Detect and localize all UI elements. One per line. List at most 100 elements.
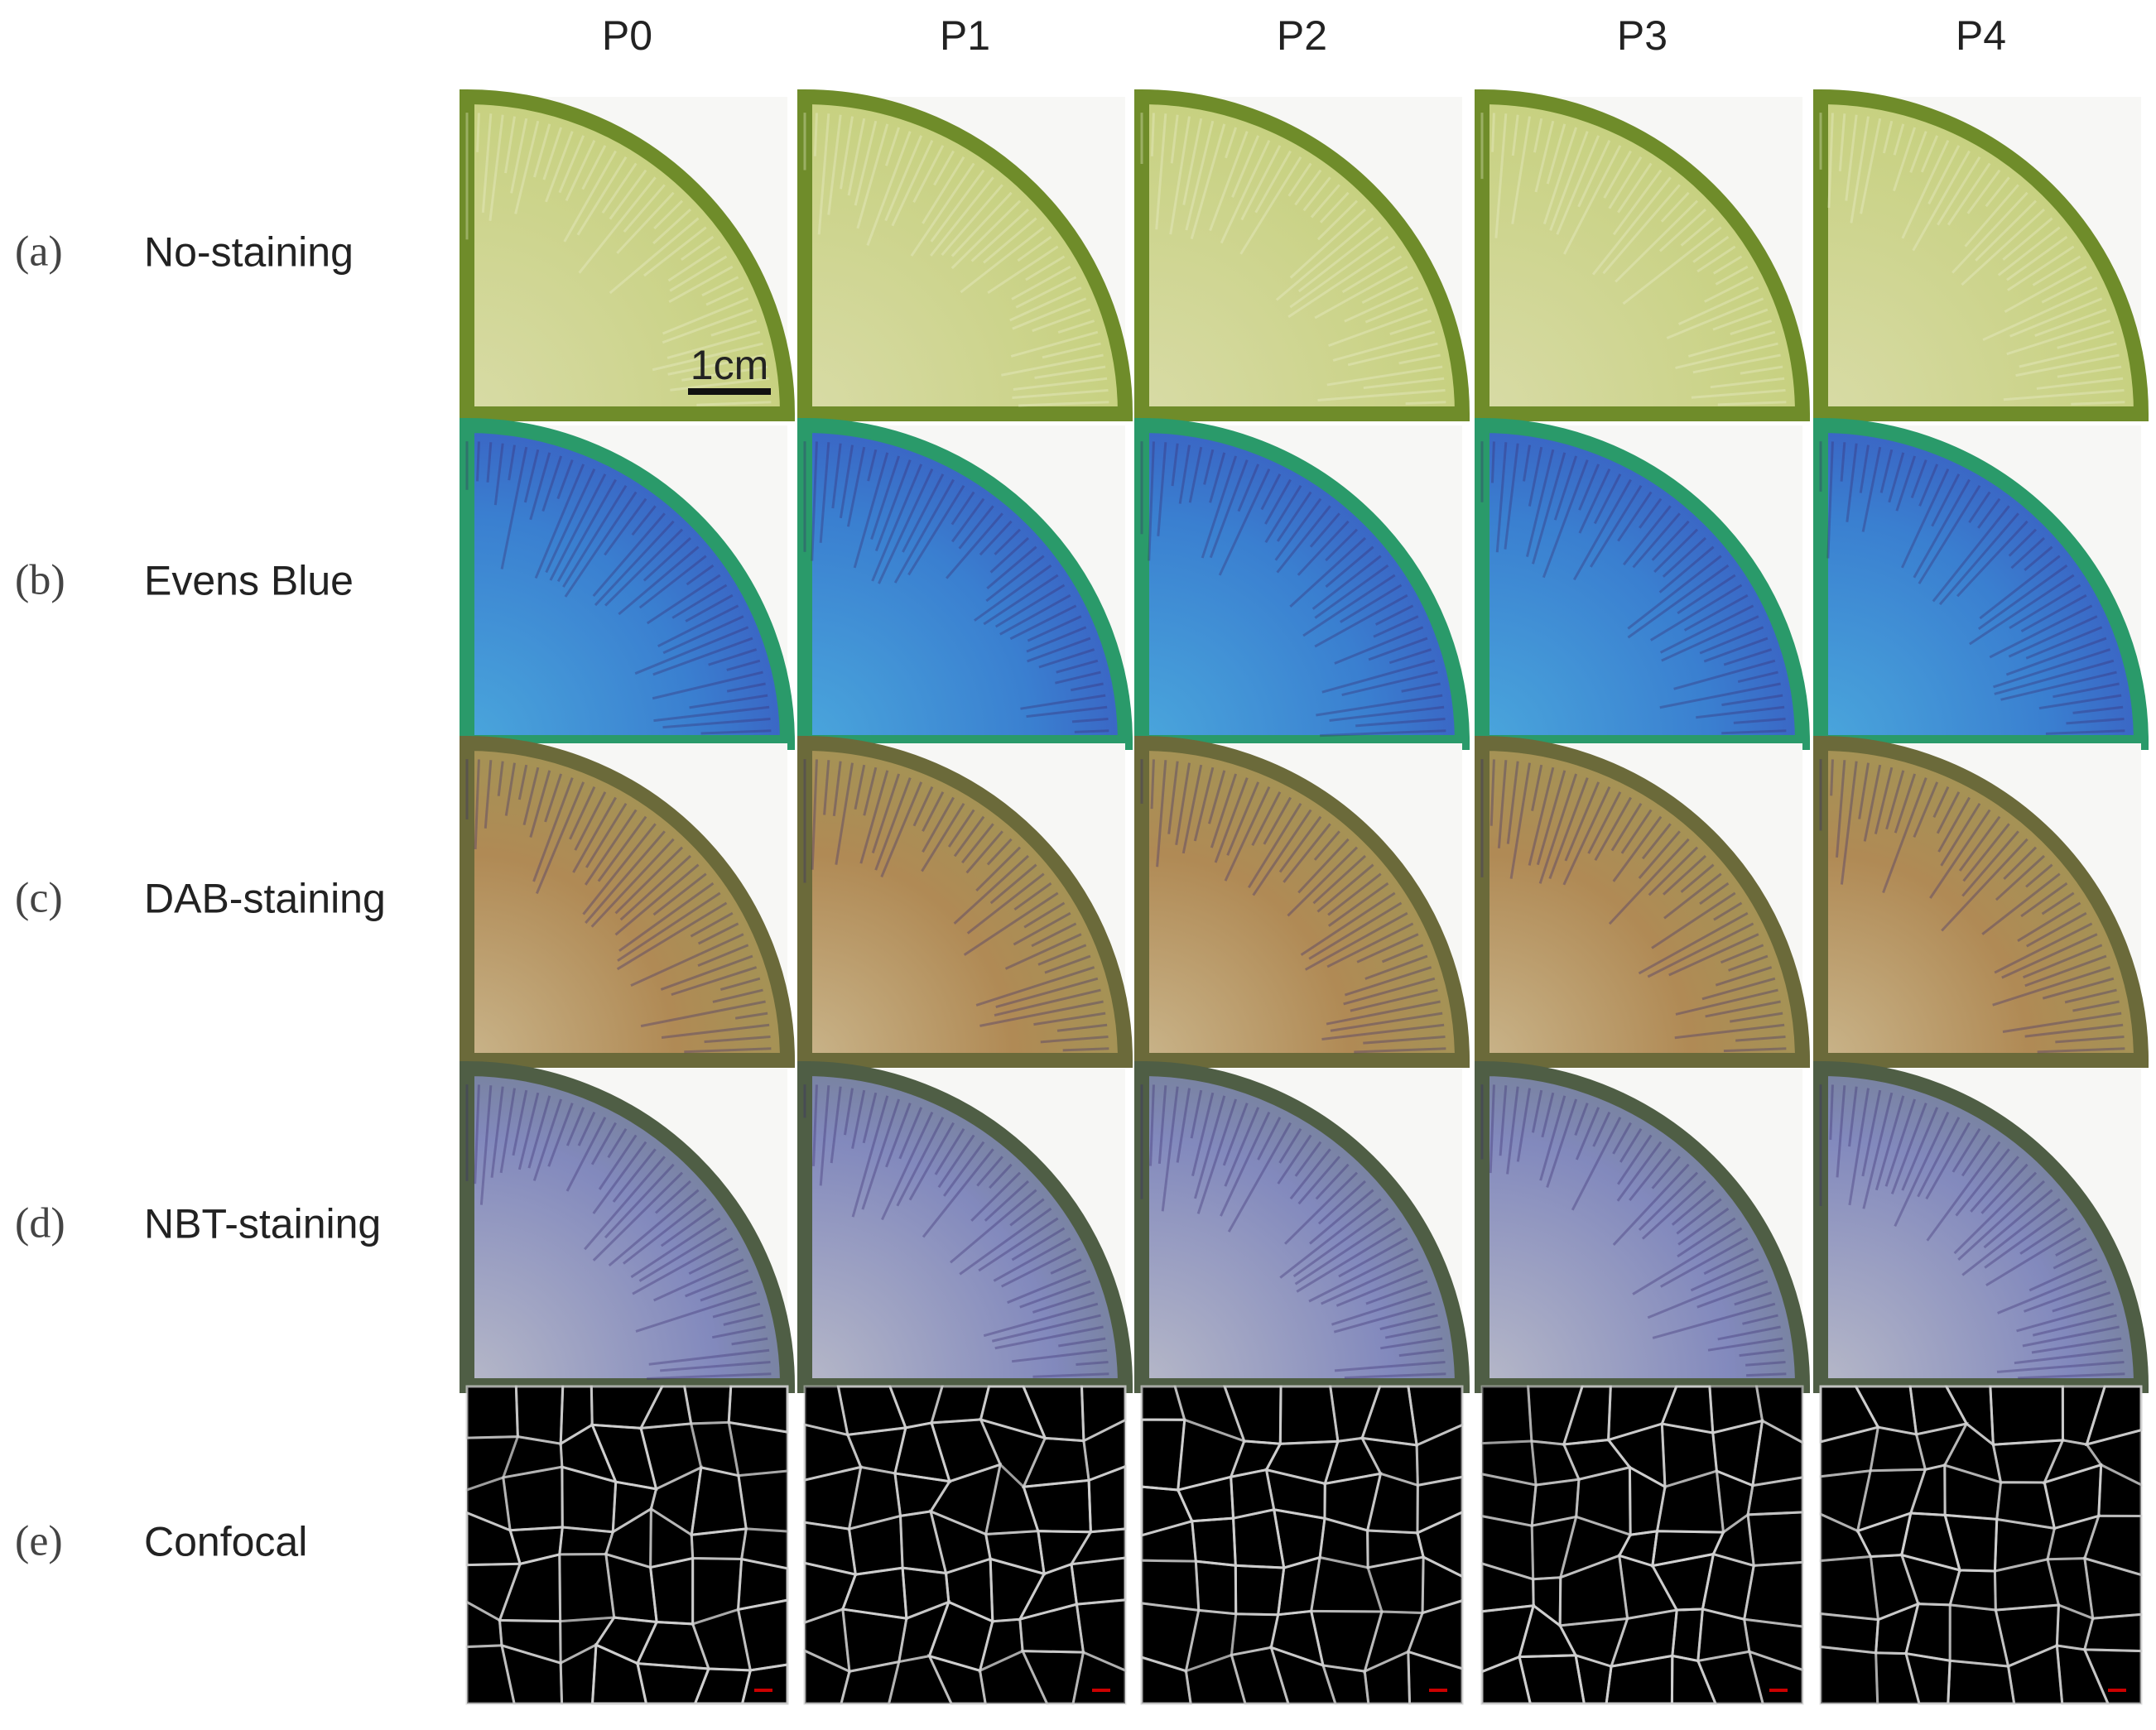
ray: [2014, 1348, 2124, 1365]
ray: [689, 694, 768, 709]
ray: [1827, 113, 1834, 209]
ray: [1363, 1035, 1446, 1045]
ray: [696, 401, 772, 406]
ray: [1663, 872, 1722, 920]
ray: [1167, 761, 1179, 834]
ray: [884, 127, 901, 166]
ray: [1961, 1198, 2061, 1276]
ray: [542, 127, 563, 180]
ray: [1330, 1012, 1443, 1032]
ray: [686, 564, 715, 586]
ray: [880, 781, 923, 878]
ray: [1715, 966, 1773, 987]
ray: [544, 773, 563, 823]
ray: [662, 717, 771, 729]
ray: [1001, 353, 1104, 377]
ray: [1993, 648, 2111, 689]
ray: [1929, 809, 1991, 899]
ray: [1592, 1111, 1611, 1147]
ray: [922, 791, 945, 832]
ray: [545, 468, 596, 574]
ray: [1313, 830, 1340, 861]
ray: [1653, 528, 1699, 574]
ray: [1252, 809, 1312, 896]
ray: [1894, 1111, 1950, 1228]
ray: [991, 1314, 1101, 1343]
ray: [1020, 694, 1106, 710]
ray: [643, 226, 707, 277]
ray: [1062, 1047, 1109, 1052]
ray: [1528, 766, 1555, 866]
ray: [662, 615, 744, 655]
ray: [564, 491, 638, 598]
ray: [1836, 1085, 1846, 1178]
ray: [1264, 478, 1292, 525]
ray: [1659, 682, 1781, 709]
column-label: P0: [602, 12, 652, 59]
ray: [1009, 1198, 1045, 1227]
ray: [2053, 682, 2120, 699]
ray: [1321, 1023, 1445, 1041]
ray: [1534, 120, 1555, 193]
ray: [819, 442, 830, 543]
ray: [2024, 954, 2107, 988]
ray: [578, 176, 657, 274]
ray: [700, 729, 772, 735]
ray: [1690, 1258, 1759, 1292]
ray: [1983, 1189, 2053, 1249]
ray: [1602, 184, 1681, 275]
ray: [1004, 933, 1082, 970]
ray: [1549, 131, 1589, 231]
ray: [1171, 443, 1179, 487]
ray: [1663, 854, 1706, 896]
ray: [1691, 388, 1786, 399]
ray: [697, 944, 749, 967]
ray: [1327, 882, 1389, 927]
ray: [1677, 1207, 1730, 1246]
ray: [1969, 574, 2075, 646]
ray: [2024, 545, 2053, 571]
ray: [2032, 255, 2081, 286]
ray: [1632, 1227, 1743, 1295]
ray: [2001, 933, 2098, 979]
image-panel: [460, 417, 796, 750]
ray: [1888, 452, 1905, 503]
ray: [1578, 464, 1600, 511]
ray: [922, 796, 955, 853]
ray: [662, 308, 753, 344]
ray: [638, 555, 707, 609]
ray: [811, 759, 818, 870]
ray: [2026, 911, 2087, 948]
ray: [985, 555, 1045, 603]
ray: [1504, 443, 1519, 550]
ray: [1594, 796, 1632, 861]
tissue-slice: [1134, 417, 1470, 750]
ray: [878, 468, 934, 584]
ray: [1302, 176, 1331, 212]
ray: [1296, 1227, 1403, 1293]
ray: [1201, 455, 1238, 559]
ray: [1341, 255, 1403, 294]
ray: [1023, 901, 1066, 929]
ray: [490, 1086, 504, 1178]
ray: [1257, 1117, 1282, 1161]
ray: [565, 139, 596, 201]
column-label: P2: [1277, 12, 1327, 59]
ray: [989, 536, 1029, 574]
ray: [1239, 156, 1302, 255]
ray: [1225, 127, 1238, 159]
ray: [619, 854, 691, 921]
ray: [1032, 1291, 1095, 1314]
ray: [630, 933, 744, 988]
ray: [1361, 276, 1414, 305]
ray: [1494, 113, 1508, 238]
ray: [950, 497, 985, 543]
ray: [590, 1122, 617, 1165]
ray: [1026, 705, 1108, 718]
ray: [556, 459, 574, 500]
ray: [1608, 156, 1643, 209]
ray: [975, 966, 1095, 1007]
ray: [1937, 796, 1971, 853]
ray: [1343, 977, 1436, 1006]
ray: [1936, 791, 1961, 834]
